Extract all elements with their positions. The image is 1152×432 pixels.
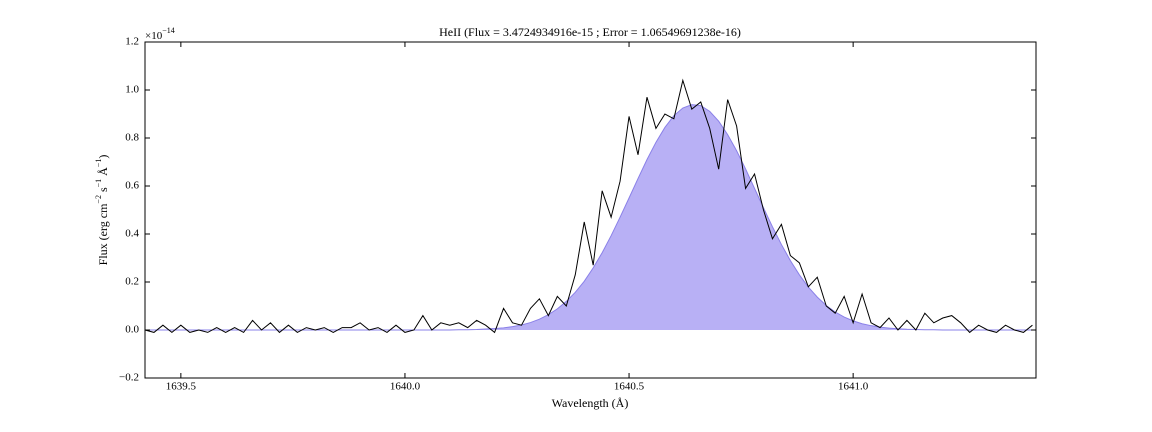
y-tick-label: 0.4 <box>125 228 139 240</box>
text-part: ×10 <box>145 30 163 42</box>
text-part: s <box>96 187 110 195</box>
y-tick-label: 0.0 <box>125 324 139 336</box>
x-tick-label: 1639.5 <box>166 381 197 393</box>
x-tick-label: 1640.5 <box>614 381 645 393</box>
y-offset-label: ×10−14 <box>145 26 175 42</box>
y-tick-label: 0.6 <box>125 180 139 192</box>
y-tick-label: 1.0 <box>125 84 139 96</box>
superscript: −1 <box>94 159 103 168</box>
y-tick-label: 0.8 <box>125 132 139 144</box>
text-part: ) <box>96 155 110 159</box>
text-part: Å <box>96 167 110 179</box>
data-line <box>144 78 1033 334</box>
superscript: −1 <box>94 179 103 188</box>
x-tick-label: 1640.0 <box>390 381 421 393</box>
plot-frame <box>144 41 1037 379</box>
text-part: Flux (erg cm <box>96 203 110 265</box>
x-tick-label: 1641.0 <box>838 381 869 393</box>
chart-title: HeII (Flux = 3.4724934916e-15 ; Error = … <box>439 25 741 39</box>
fit-edge <box>145 104 1033 331</box>
y-axis-label: Flux (erg cm−2 s−1 Å−1) <box>94 155 110 266</box>
y-tick-label: 1.2 <box>125 36 139 48</box>
y-tick-label: 0.2 <box>125 276 139 288</box>
y-tick-label: −0.2 <box>119 372 139 384</box>
superscript: −14 <box>162 26 175 35</box>
superscript: −2 <box>94 195 103 204</box>
fit-area <box>145 104 1033 330</box>
x-axis-label: Wavelength (Å) <box>552 396 629 410</box>
